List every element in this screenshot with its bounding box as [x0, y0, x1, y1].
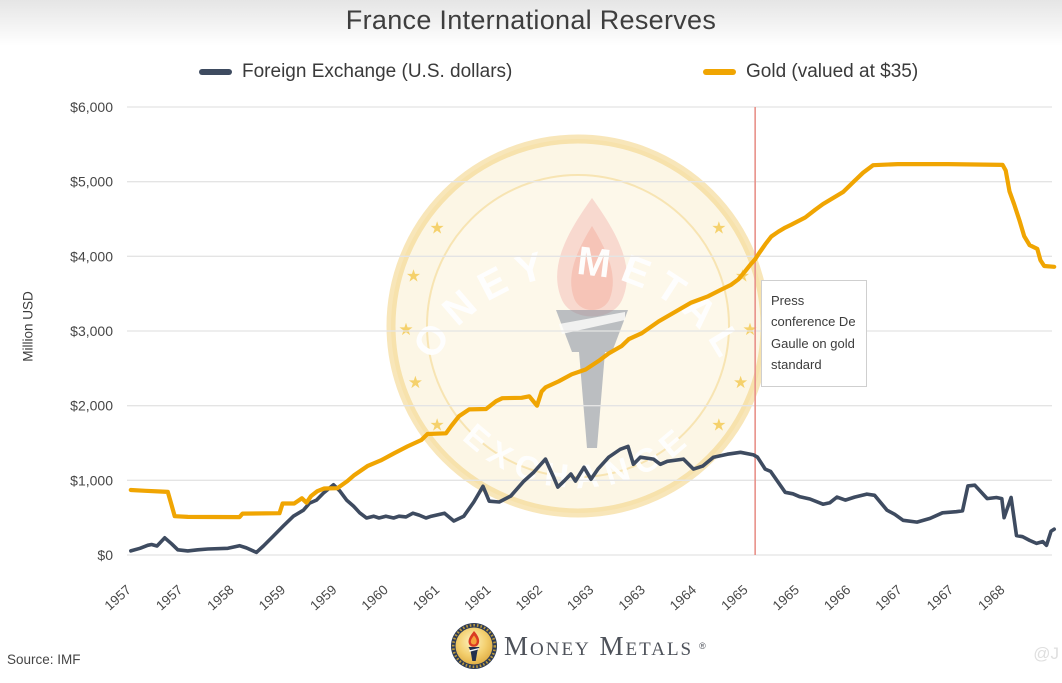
watermark-torch-handle — [579, 352, 605, 448]
y-tick-label: $4,000 — [70, 248, 113, 264]
watermark-torch-stripe — [559, 312, 625, 334]
annotation-box: Press conference De Gaulle on gold stand… — [761, 280, 867, 387]
annotation-text: Press conference De Gaulle on gold stand… — [771, 293, 856, 373]
money-metals-wordmark: Money Metals — [504, 630, 694, 661]
series-line-gold — [128, 162, 1057, 520]
money-metals-seal-icon — [451, 623, 497, 669]
x-tick-label: 1965 — [718, 582, 750, 613]
x-tick-label: 1961 — [410, 582, 442, 613]
legend-item-foreign-exchange: Foreign Exchange (U.S. dollars) — [199, 61, 512, 83]
watermark-star: ★ — [406, 267, 421, 286]
y-tick-labels: $6,000 $5,000 $4,000 $3,000 $2,000 $1,000 $0 — [70, 99, 113, 563]
legend-label-gold: Gold (valued at $35) — [746, 61, 919, 82]
watermark-torch-icon — [556, 198, 628, 448]
x-tick-label: 1962 — [513, 582, 545, 613]
gold-swatch — [703, 69, 736, 75]
registered-trademark: ® — [699, 641, 706, 651]
legend-label-foreign-exchange: Foreign Exchange (U.S. dollars) — [242, 61, 513, 82]
x-tick-label: 1965 — [770, 582, 802, 613]
series-line-foreign-exchange — [129, 444, 1056, 555]
chart-title: France International Reserves — [345, 5, 717, 35]
x-tick-label: 1958 — [204, 582, 236, 613]
series-lines — [128, 162, 1057, 555]
x-tick-label: 1964 — [667, 582, 700, 614]
watermark-star: ★ — [711, 416, 726, 435]
x-tick-label: 1957 — [153, 582, 185, 613]
watermark-star: ★ — [711, 218, 726, 237]
foreign-exchange-swatch — [199, 69, 232, 75]
source-note: Source: IMF — [7, 652, 81, 667]
x-tick-label: 1960 — [359, 582, 391, 613]
watermark-star: ★ — [408, 373, 423, 392]
x-tick-label: 1967 — [872, 582, 904, 613]
legend-item-gold: Gold (valued at $35) — [703, 61, 918, 83]
y-tick-label: $6,000 — [70, 99, 113, 115]
x-tick-label: 1963 — [564, 582, 596, 613]
y-tick-label: $3,000 — [70, 323, 113, 339]
watermark-star: ★ — [429, 416, 444, 435]
gridlines — [127, 106, 1052, 556]
watermark-star: ★ — [733, 373, 748, 392]
x-tick-label: 1967 — [924, 582, 956, 613]
x-tick-label: 1966 — [821, 582, 853, 613]
y-tick-label: $2,000 — [70, 398, 113, 414]
x-tick-label: 1959 — [307, 582, 339, 613]
watermark-star: ★ — [742, 320, 757, 339]
y-tick-label: $0 — [97, 547, 113, 563]
x-tick-label: 1957 — [102, 582, 134, 613]
watermark-flame-inner — [571, 226, 613, 310]
handle-watermark: @J — [1033, 644, 1059, 663]
x-tick-label: 1961 — [461, 582, 493, 613]
watermark-star: ★ — [398, 320, 413, 339]
watermark-star: ★ — [429, 218, 444, 237]
x-tick-label: 1963 — [616, 582, 648, 613]
x-tick-labels: 1957 1957 1958 1959 1959 1960 1961 1961 1962 1963… — [102, 582, 1008, 614]
x-tick-label: 1959 — [256, 582, 288, 613]
footer-logo: Money Metals ® — [450, 622, 706, 670]
y-tick-label: $5,000 — [70, 174, 113, 190]
watermark-seal: ★★★★★★★★★★ MONEY METALS EXCHANGE — [386, 134, 770, 518]
y-tick-label: $1,000 — [70, 472, 113, 488]
x-tick-label: 1968 — [975, 582, 1007, 613]
